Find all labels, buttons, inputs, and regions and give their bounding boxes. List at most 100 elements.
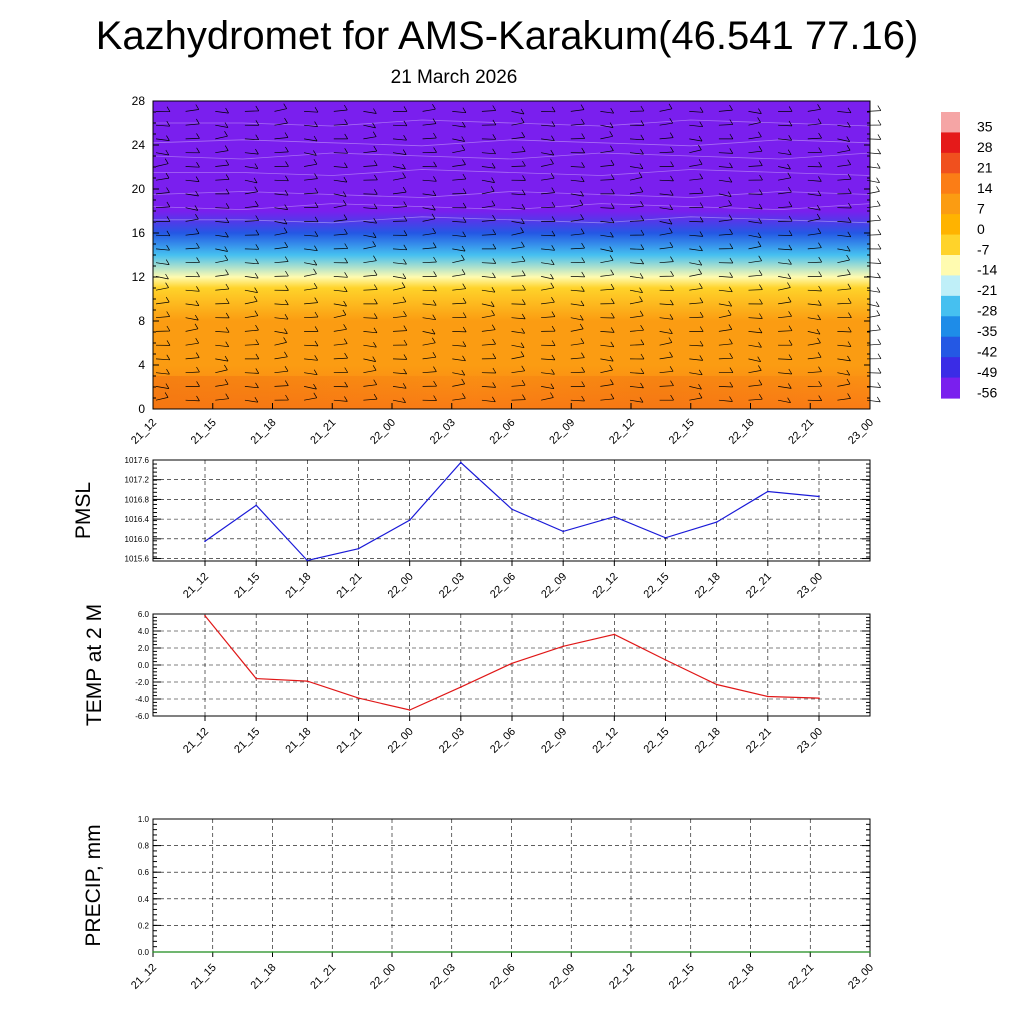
wind-barb: [629, 186, 644, 195]
wind-barb: [155, 311, 171, 319]
wind-barb: [304, 259, 318, 266]
y-tick-label: 28: [132, 94, 146, 108]
colorbar-swatch: [941, 234, 960, 256]
wind-barb: [659, 351, 673, 360]
wind-barb: [333, 352, 348, 360]
wind-barb: [511, 160, 526, 167]
wind-barb: [304, 231, 319, 237]
wind-barb: [274, 132, 289, 140]
wind-barb: [244, 397, 259, 403]
wind-barb: [866, 396, 881, 403]
wind-barb: [452, 202, 467, 209]
wind-barb: [155, 354, 171, 361]
wind-barb: [807, 161, 823, 168]
wind-barb: [304, 311, 319, 319]
wind-barb: [748, 342, 762, 348]
precip-data-point: [510, 951, 513, 953]
wind-barb: [511, 204, 526, 210]
y-tick-label: 0.0: [138, 661, 150, 670]
wind-barb: [481, 163, 496, 169]
wind-barb: [748, 284, 763, 291]
wind-barb: [659, 242, 674, 250]
wind-barb: [600, 379, 614, 387]
wind-barb: [748, 218, 763, 224]
wind-barb: [541, 273, 554, 280]
wind-barb: [689, 392, 703, 401]
pmsl-data-point: [460, 461, 462, 464]
wind-barb: [481, 214, 496, 222]
wind-barb: [866, 258, 882, 264]
x-tick-label: 22_09: [539, 726, 569, 756]
x-tick-label: 21_12: [181, 571, 211, 601]
wind-barb: [718, 119, 734, 126]
wind-barb: [541, 106, 556, 113]
wind-barb: [659, 146, 674, 154]
wind-barb: [541, 297, 555, 305]
wind-barb: [215, 159, 230, 167]
wind-barb: [570, 242, 585, 250]
wind-barb: [185, 118, 200, 126]
wind-barb: [807, 213, 821, 222]
wind-barb: [748, 232, 762, 239]
wind-barb: [689, 245, 703, 252]
x-tick-label: 22_18: [727, 962, 757, 992]
colorbar-swatch: [941, 173, 960, 195]
wind-barb: [541, 201, 556, 209]
pmsl-data-point: [511, 508, 513, 511]
wind-barb: [600, 159, 615, 167]
wind-barb: [778, 383, 792, 389]
wind-barb: [244, 215, 260, 222]
wind-barb: [274, 299, 289, 306]
wind-barb: [748, 270, 763, 277]
wind-barb: [629, 134, 645, 141]
wind-barb: [629, 397, 644, 403]
x-tick-label: 22_09: [547, 417, 577, 447]
wind-barb: [392, 230, 408, 236]
x-tick-label: 22_15: [642, 726, 672, 756]
wind-barb: [274, 161, 289, 167]
wind-barb: [481, 353, 497, 360]
wind-barb: [541, 121, 556, 127]
wind-barb: [422, 300, 437, 306]
wind-barb: [304, 340, 319, 347]
temp2m-data-point: [511, 662, 513, 665]
temp2m-data-point: [255, 677, 257, 680]
wind-barb: [541, 259, 555, 266]
y-tick-label: 16: [132, 226, 146, 240]
x-tick-label: 21_15: [232, 571, 262, 601]
wind-barb: [748, 108, 762, 114]
colorbar-label: -49: [977, 364, 997, 380]
colorbar-label: -35: [977, 323, 997, 339]
y-tick-label: 0.0: [138, 948, 150, 957]
wind-barb: [718, 177, 733, 183]
wind-barb: [866, 287, 881, 293]
wind-barb: [629, 368, 645, 374]
x-tick-label: 22_12: [607, 417, 637, 447]
wind-barb: [333, 272, 348, 278]
wind-barb: [659, 285, 674, 291]
wind-barb: [452, 245, 466, 252]
wind-barb: [807, 118, 822, 126]
wind-barb: [452, 217, 467, 223]
wind-barb: [659, 175, 674, 182]
wind-barb: [570, 162, 585, 168]
wind-barb: [570, 352, 585, 360]
wind-barb: [155, 369, 170, 375]
wind-barb: [452, 341, 467, 347]
wind-barb: [215, 255, 229, 264]
wind-barb: [215, 298, 230, 305]
temp2m-data-point: [204, 614, 206, 617]
wind-barb: [807, 147, 823, 154]
wind-barb: [718, 104, 733, 112]
wind-barb: [511, 380, 526, 387]
wind-barb: [778, 201, 793, 209]
wind-barb: [333, 200, 347, 209]
wind-barb: [718, 301, 733, 307]
wind-barb: [215, 217, 230, 224]
wind-barb: [866, 177, 880, 184]
wind-barb: [837, 188, 852, 195]
wind-barb: [481, 119, 497, 126]
wind-barb: [689, 384, 702, 390]
wind-barb: [837, 246, 851, 252]
wind-barb: [866, 367, 882, 374]
